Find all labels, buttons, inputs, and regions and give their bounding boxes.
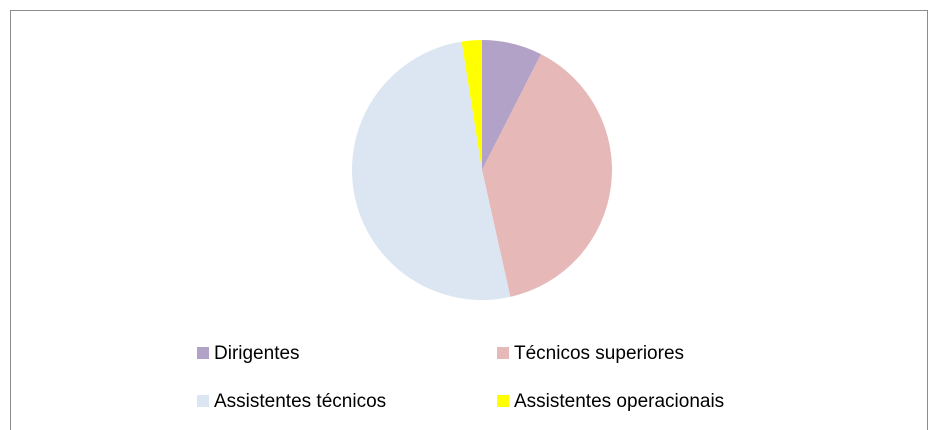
legend-label: Dirigentes	[214, 343, 300, 364]
legend-swatch	[497, 347, 509, 359]
legend-label: Assistentes operacionais	[514, 391, 724, 412]
pie-slice	[482, 40, 542, 170]
legend-label: Assistentes técnicos	[214, 391, 386, 412]
pie-slice	[461, 40, 482, 170]
pie-slice	[482, 54, 612, 297]
legend-swatch	[497, 395, 509, 407]
pie-slice	[351, 41, 511, 301]
chart-frame	[10, 10, 928, 430]
legend-swatch	[197, 347, 209, 359]
legend-label: Técnicos superiores	[514, 343, 684, 364]
legend-swatch	[197, 395, 209, 407]
